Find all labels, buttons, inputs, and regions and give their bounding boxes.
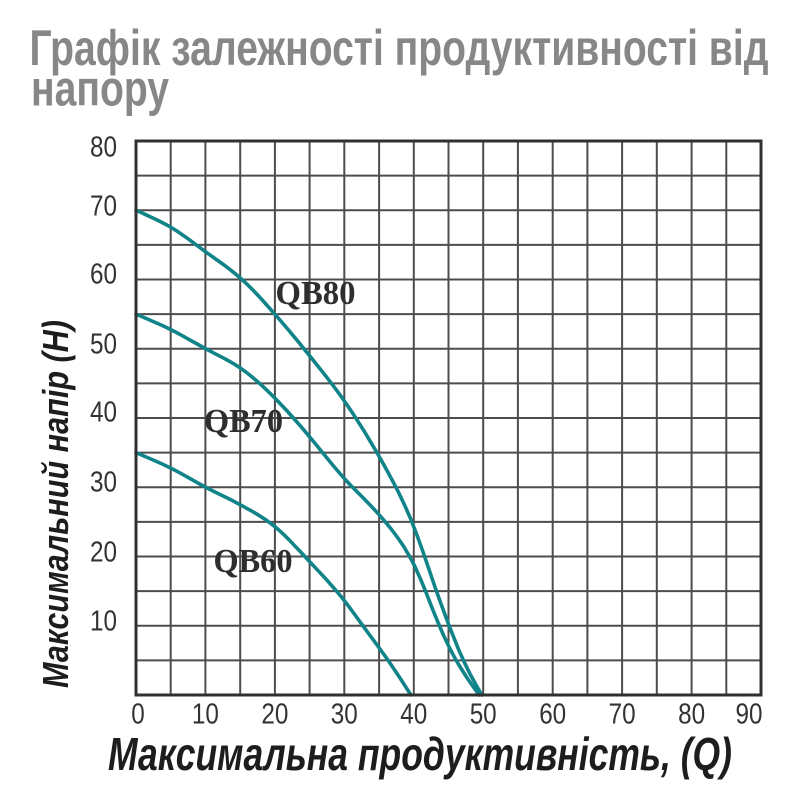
svg-text:20: 20 bbox=[261, 699, 288, 731]
svg-text:70: 70 bbox=[90, 191, 117, 223]
svg-text:QB70: QB70 bbox=[204, 403, 283, 440]
svg-text:Графік залежності продуктивнос: Графік залежності продуктивності від bbox=[30, 20, 769, 76]
svg-text:QB60: QB60 bbox=[214, 543, 293, 580]
svg-text:50: 50 bbox=[90, 329, 117, 361]
svg-text:80: 80 bbox=[90, 132, 117, 164]
svg-text:10: 10 bbox=[192, 699, 219, 731]
svg-text:30: 30 bbox=[331, 699, 358, 731]
svg-text:напору: напору bbox=[31, 61, 169, 117]
svg-text:50: 50 bbox=[470, 699, 497, 731]
svg-text:90: 90 bbox=[736, 699, 763, 731]
svg-text:40: 40 bbox=[90, 397, 117, 429]
svg-text:Максимальний напір (H): Максимальний напір (H) bbox=[35, 320, 76, 688]
svg-text:QB80: QB80 bbox=[276, 275, 356, 312]
svg-text:10: 10 bbox=[90, 606, 117, 638]
svg-text:60: 60 bbox=[90, 259, 117, 291]
svg-text:80: 80 bbox=[678, 699, 705, 731]
svg-text:Максимальна продуктивність, (Q: Максимальна продуктивність, (Q) bbox=[108, 728, 732, 780]
svg-text:20: 20 bbox=[90, 537, 117, 569]
svg-text:40: 40 bbox=[400, 699, 427, 731]
svg-text:0: 0 bbox=[131, 699, 145, 731]
svg-text:70: 70 bbox=[609, 699, 636, 731]
svg-text:30: 30 bbox=[90, 467, 117, 499]
svg-text:60: 60 bbox=[539, 699, 566, 731]
